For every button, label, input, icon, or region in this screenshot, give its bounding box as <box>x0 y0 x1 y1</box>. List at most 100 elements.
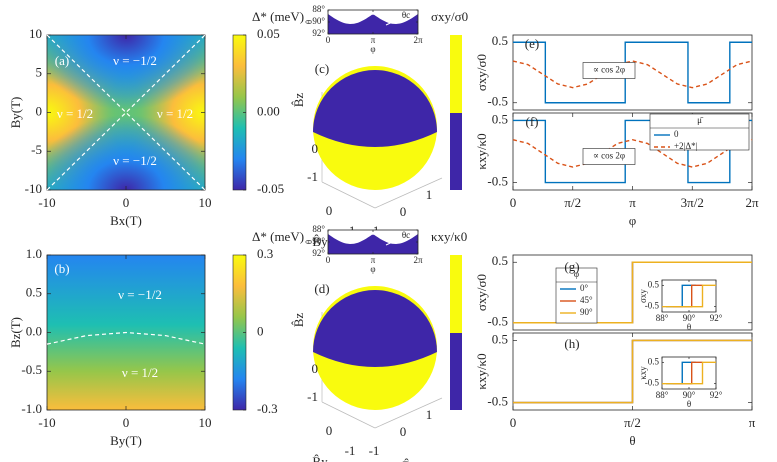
x-tick-label: π <box>371 35 376 45</box>
y-axis-label: B̂y <box>312 234 328 249</box>
z-tick-label: 0 <box>312 361 319 376</box>
region-label: ν = 1/2 <box>57 106 93 121</box>
region-label: ν = −1/2 <box>113 153 157 168</box>
x-axis-label: θ <box>687 399 691 409</box>
x-axis-label: B̂x <box>402 458 418 462</box>
y-axis-label: Bz(T) <box>8 317 23 348</box>
boundary-line <box>46 34 206 191</box>
z-tick-label: -1 <box>307 389 318 404</box>
heatmap-field <box>47 115 205 190</box>
colorbar-lower <box>450 333 462 410</box>
y-axis-label: By(T) <box>8 97 23 129</box>
y-tick-label: -1.0 <box>21 401 42 416</box>
x-axis-label: φ <box>629 213 637 228</box>
x-axis-label: θ <box>687 322 691 332</box>
x-tick-label: π/2 <box>624 415 641 430</box>
x-tick-label: 0 <box>123 415 130 430</box>
y-tick-label: -5 <box>31 142 42 157</box>
colorbar-tick-label: -0.3 <box>257 401 278 416</box>
x-tick-label: 92° <box>710 313 723 323</box>
y-tick-label: 5 <box>36 65 43 80</box>
panel-label: (c) <box>315 61 329 76</box>
colorbar-tick-label: 0.3 <box>257 246 273 261</box>
annotation-arrow <box>385 18 400 26</box>
series-line <box>512 60 753 89</box>
legend-title: μ̄ <box>697 115 704 125</box>
panel-label: (h) <box>564 336 579 351</box>
y-tick-label: 0.5 <box>648 356 660 366</box>
y-axis-label: κxy/κ0 <box>474 133 489 169</box>
x-tick-label: 0 <box>123 195 130 210</box>
annotation: ∝ cos 2φ <box>593 151 625 161</box>
series-line <box>662 361 716 385</box>
y-tick-label: -10 <box>25 181 42 196</box>
y-axis-label: κxy <box>638 366 648 380</box>
x-tick-label: π <box>749 415 756 430</box>
x-tick-label: 1 <box>426 407 433 422</box>
z-axis-label: B̂z <box>291 93 306 108</box>
y-tick-label: -0.5 <box>487 174 508 189</box>
colorbar-label: Δ* (meV) <box>252 229 304 244</box>
heatmap <box>47 35 205 190</box>
x-tick-label: 90° <box>683 390 696 400</box>
x-tick-label: 88° <box>656 390 669 400</box>
boundary-line <box>46 331 206 345</box>
series-line <box>513 339 752 404</box>
y-tick-label: 88° <box>312 4 325 14</box>
box-edge <box>321 181 376 209</box>
inset-field <box>328 14 418 34</box>
y-tick-label: 90° <box>312 16 325 26</box>
sphere-upper <box>313 70 437 147</box>
y-tick-label: -0.5 <box>487 394 508 409</box>
y-tick-label: 0.5 <box>492 331 508 346</box>
box-edge <box>321 401 376 429</box>
legend-label: 45° <box>580 295 593 305</box>
x-tick-label: 0 <box>510 415 517 430</box>
legend-box <box>649 113 750 151</box>
x-tick-label: 0 <box>326 255 331 265</box>
y-tick-label: -0.5 <box>487 314 508 329</box>
y-axis-label: θ <box>304 20 314 24</box>
panel-label: (d) <box>314 281 329 296</box>
colorbar-tick-label: -0.05 <box>257 181 284 196</box>
y-tick-label: 0 <box>326 203 333 218</box>
x-tick-label: 2π <box>413 255 423 265</box>
inset-field <box>328 234 418 254</box>
colorbar-tick-label: 0.05 <box>257 26 280 41</box>
x-axis-label: Bx(T) <box>110 213 142 228</box>
colorbar-tick-label: 0 <box>257 323 264 338</box>
y-tick-label: 0 <box>326 423 333 438</box>
panel-label: (e) <box>525 36 539 51</box>
y-tick-label: -0.5 <box>21 362 42 377</box>
axes-frame <box>512 34 753 111</box>
x-tick-label: 2π <box>745 195 759 210</box>
legend-label: 90° <box>580 307 593 317</box>
z-tick-label: -1 <box>307 169 318 184</box>
y-axis-label: σxy/σ0 <box>474 274 489 311</box>
y-tick-label: 0.5 <box>492 111 508 126</box>
annotation-box <box>582 62 636 79</box>
x-tick-label: 10 <box>199 415 212 430</box>
z-axis-label: B̂z <box>291 313 306 328</box>
x-tick-label: 0 <box>510 195 517 210</box>
x-tick-label: 0 <box>400 204 407 219</box>
y-axis-label: κxy/κ0 <box>474 353 489 389</box>
y-tick-label: 10 <box>29 26 42 41</box>
annotation: θc <box>402 10 410 20</box>
x-tick-label: 92° <box>710 390 723 400</box>
y-tick-label: 90° <box>312 236 325 246</box>
series-line <box>662 284 716 308</box>
y-tick-label: 0 <box>36 103 43 118</box>
colorbar-lower <box>450 113 462 190</box>
y-tick-label: -0.5 <box>645 301 660 311</box>
boundary-line <box>46 34 206 191</box>
y-tick-label: 0.5 <box>648 279 660 289</box>
colorbar-upper <box>450 35 462 113</box>
colorbar-upper <box>450 255 462 333</box>
x-tick-label: 90° <box>683 313 696 323</box>
y-tick-label: 0.5 <box>492 253 508 268</box>
y-axis-label: B̂y <box>312 454 328 462</box>
legend-title: φ <box>574 269 579 279</box>
colorbar-label: Δ* (meV) <box>252 9 304 24</box>
